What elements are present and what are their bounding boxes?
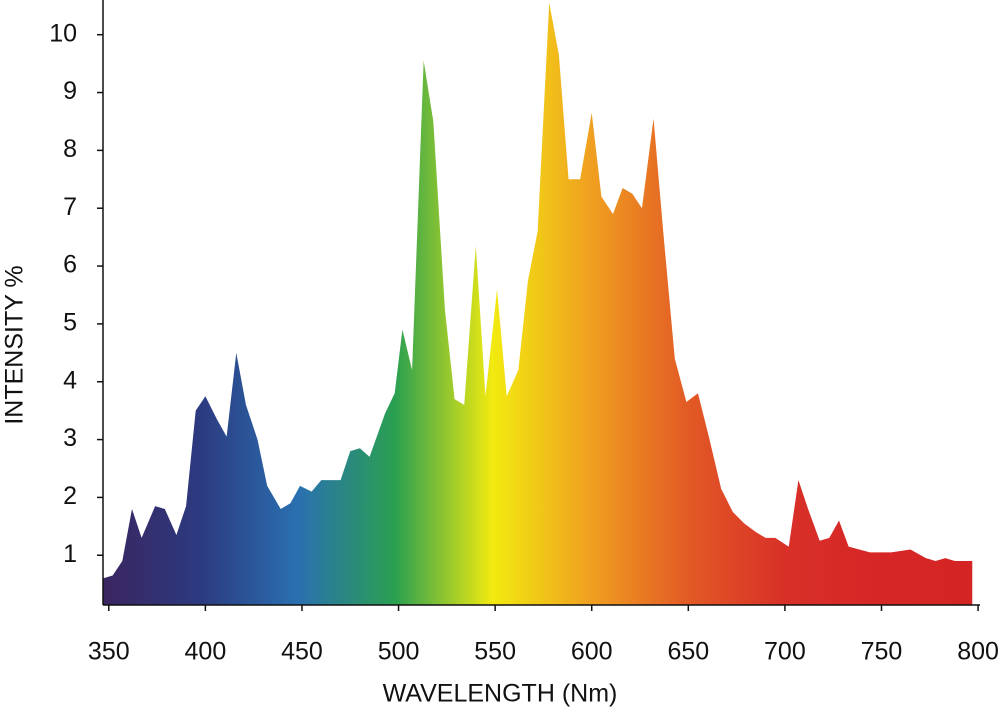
x-tick-label: 500 xyxy=(378,638,420,666)
y-tick-label: 3 xyxy=(63,424,77,452)
x-axis-label: WAVELENGTH (Nm) xyxy=(383,680,618,708)
y-tick-label: 7 xyxy=(63,193,77,221)
x-tick-label: 750 xyxy=(861,638,903,666)
plot-area xyxy=(103,2,973,606)
x-tick-label: 600 xyxy=(571,638,613,666)
x-tick-label: 700 xyxy=(764,638,806,666)
y-axis-label: INTENSITY % xyxy=(1,265,29,424)
x-tick-label: 450 xyxy=(281,638,323,666)
x-tick-label: 550 xyxy=(474,638,516,666)
y-tick-label: 6 xyxy=(63,251,77,279)
spectrum-area xyxy=(103,2,973,606)
x-tick-label: 800 xyxy=(957,638,999,666)
y-tick-label: 5 xyxy=(63,309,77,337)
y-tick-label: 1 xyxy=(63,540,77,568)
y-tick-label: 8 xyxy=(63,135,77,163)
y-tick-label: 9 xyxy=(63,77,77,105)
y-tick-label: 2 xyxy=(63,482,77,510)
x-tick-label: 650 xyxy=(667,638,709,666)
y-tick-label: 10 xyxy=(49,19,77,47)
x-tick-label: 400 xyxy=(185,638,227,666)
y-tick-label: 4 xyxy=(63,366,77,394)
x-tick-label: 350 xyxy=(88,638,130,666)
